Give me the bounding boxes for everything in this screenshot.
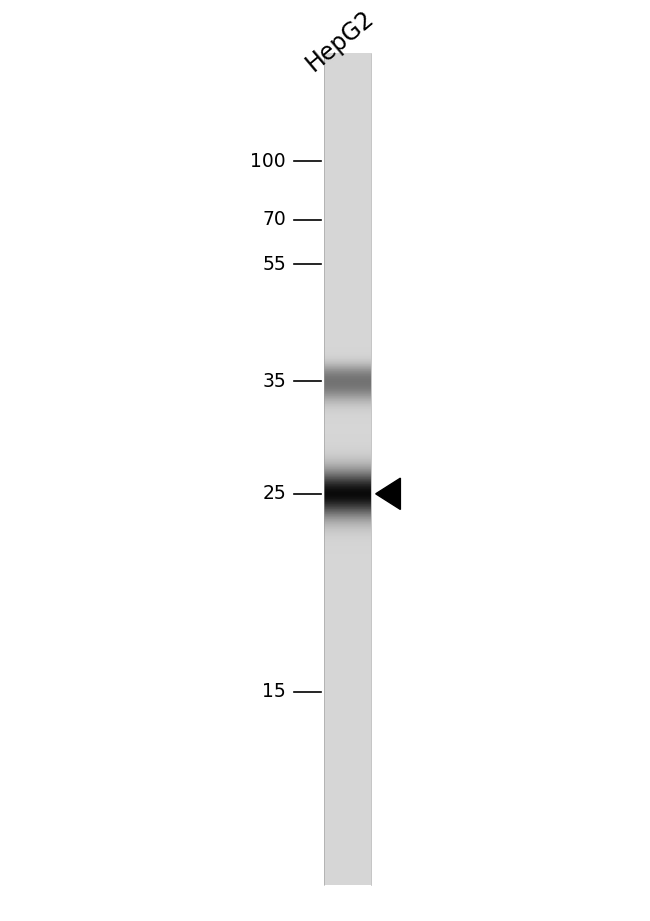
Text: 15: 15 bbox=[262, 682, 286, 701]
Text: HepG2: HepG2 bbox=[302, 6, 379, 76]
Polygon shape bbox=[376, 478, 400, 509]
Text: 100: 100 bbox=[250, 152, 286, 170]
Text: 35: 35 bbox=[262, 372, 286, 391]
Text: 25: 25 bbox=[262, 484, 286, 503]
Text: 70: 70 bbox=[262, 210, 286, 229]
Text: 55: 55 bbox=[262, 255, 286, 274]
